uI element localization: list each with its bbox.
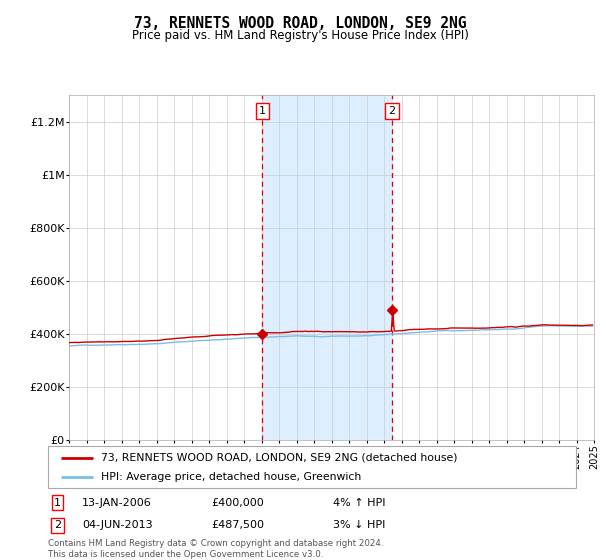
Text: 73, RENNETS WOOD ROAD, LONDON, SE9 2NG: 73, RENNETS WOOD ROAD, LONDON, SE9 2NG bbox=[134, 16, 466, 31]
Text: 13-JAN-2006: 13-JAN-2006 bbox=[82, 497, 152, 507]
Text: 2: 2 bbox=[388, 106, 395, 116]
Text: Contains HM Land Registry data © Crown copyright and database right 2024.
This d: Contains HM Land Registry data © Crown c… bbox=[48, 539, 383, 559]
Text: Price paid vs. HM Land Registry's House Price Index (HPI): Price paid vs. HM Land Registry's House … bbox=[131, 29, 469, 42]
Text: 4% ↑ HPI: 4% ↑ HPI bbox=[333, 497, 386, 507]
Text: 1: 1 bbox=[54, 497, 61, 507]
Text: 1: 1 bbox=[259, 106, 266, 116]
FancyBboxPatch shape bbox=[48, 446, 576, 488]
Text: 3% ↓ HPI: 3% ↓ HPI bbox=[333, 520, 385, 530]
Text: £400,000: £400,000 bbox=[212, 497, 265, 507]
Bar bbox=[262, 95, 392, 440]
Text: 2: 2 bbox=[54, 520, 61, 530]
Text: 73, RENNETS WOOD ROAD, LONDON, SE9 2NG (detached house): 73, RENNETS WOOD ROAD, LONDON, SE9 2NG (… bbox=[101, 452, 457, 463]
Text: 04-JUN-2013: 04-JUN-2013 bbox=[82, 520, 153, 530]
Text: HPI: Average price, detached house, Greenwich: HPI: Average price, detached house, Gree… bbox=[101, 472, 361, 482]
Text: £487,500: £487,500 bbox=[212, 520, 265, 530]
